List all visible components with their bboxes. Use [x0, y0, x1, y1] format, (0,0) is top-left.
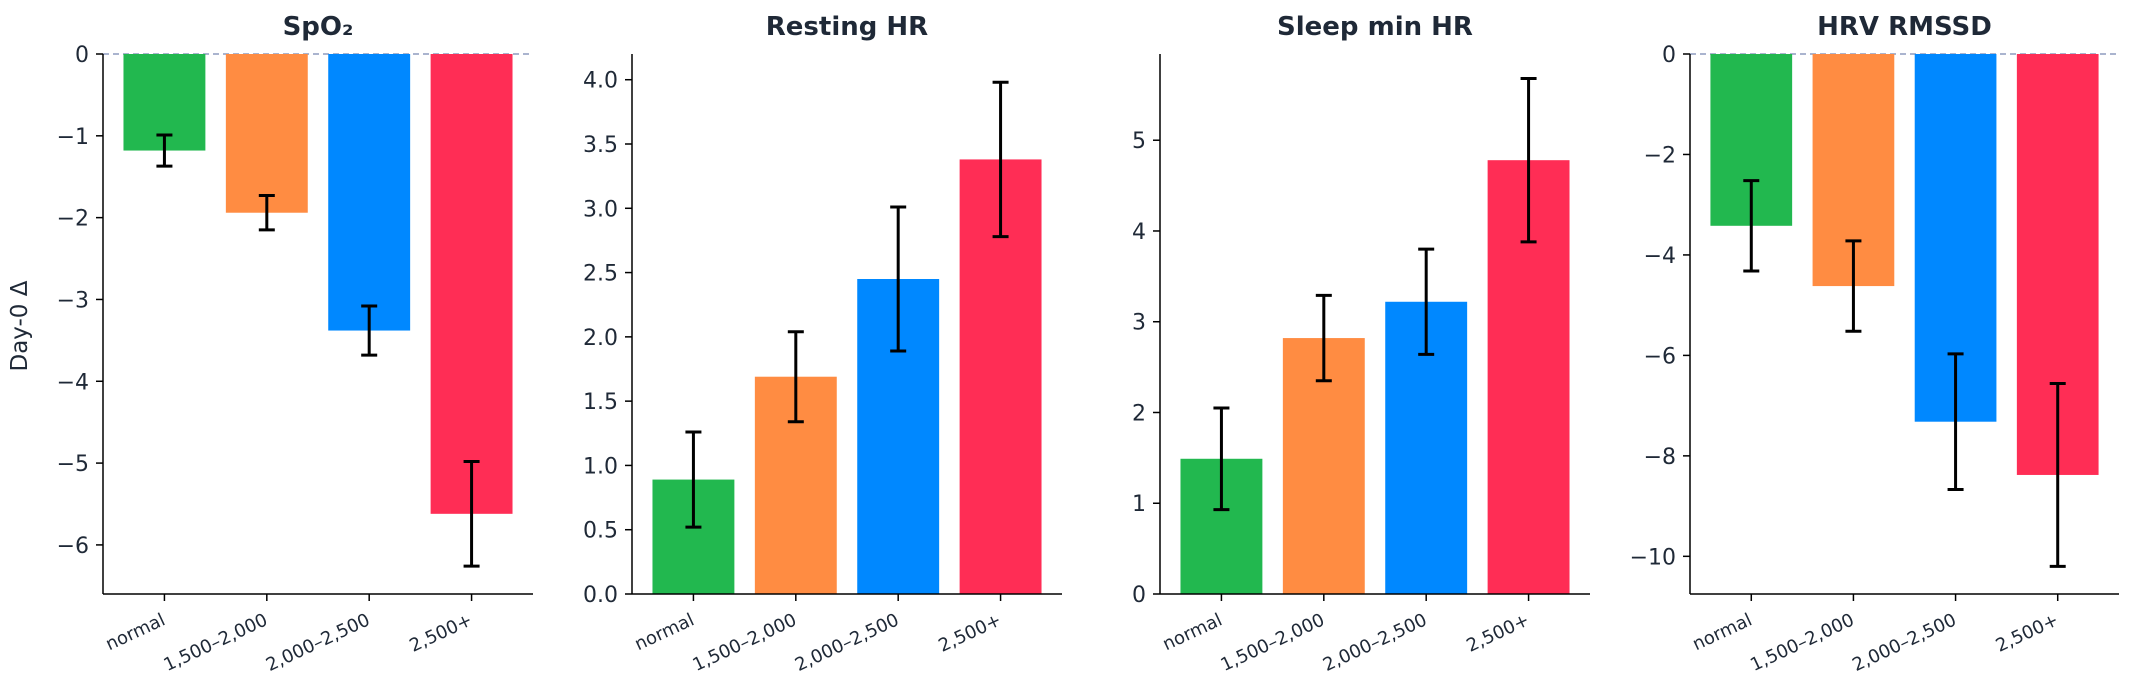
y-tick-label-5: −4: [57, 370, 89, 395]
y-tick-label-5: 4: [1132, 220, 1146, 245]
y-tick-label-7: 3.0: [583, 197, 618, 222]
bar-4: [430, 54, 513, 514]
y-tick-label-5: 2.0: [583, 326, 618, 351]
y-axis-label: Day-0 Δ: [7, 280, 33, 371]
x-tick-label-4: 2,500+: [1463, 609, 1532, 656]
x-tick-label-3: 2,000–2,500: [263, 609, 373, 675]
x-tick-label-4: 2,500+: [1993, 609, 2062, 656]
chart-title: Resting HR: [766, 12, 928, 42]
y-tick-label-2: 0.5: [583, 519, 618, 544]
x-tick-label-4: 2,500+: [406, 609, 475, 656]
y-tick-label-3: −2: [57, 207, 89, 232]
y-tick-label-7: −6: [57, 534, 89, 559]
y-tick-label-2: −1: [57, 125, 89, 150]
y-tick-label-6: −10: [1630, 545, 1676, 570]
bar-3: [328, 54, 411, 331]
y-tick-label-6: −5: [57, 452, 89, 477]
x-tick-label-1: normal: [631, 609, 697, 655]
y-tick-label-6: 2.5: [583, 262, 618, 287]
y-tick-label-3: 1.0: [583, 454, 618, 479]
x-tick-label-2: 1,500–2,000: [160, 609, 270, 675]
y-tick-label-4: 3: [1132, 311, 1146, 336]
y-tick-label-3: −4: [1644, 244, 1676, 269]
x-tick-label-4: 2,500+: [935, 609, 1004, 656]
y-tick-label-4: 1.5: [583, 390, 618, 415]
y-tick-label-9: 4.0: [583, 69, 618, 94]
x-tick-label-2: 1,500–2,000: [1217, 609, 1327, 675]
y-tick-label-1: 0: [1132, 583, 1146, 608]
y-tick-label-1: 0: [1662, 43, 1676, 68]
x-tick-label-2: 1,500–2,000: [689, 609, 799, 675]
bar-2: [225, 54, 308, 213]
x-tick-label-3: 2,000–2,500: [792, 609, 902, 675]
y-tick-label-6: 5: [1132, 129, 1146, 154]
y-tick-label-5: −8: [1644, 445, 1676, 470]
y-tick-label-2: −2: [1644, 143, 1676, 168]
y-tick-label-2: 1: [1132, 492, 1146, 517]
y-tick-label-4: −6: [1644, 344, 1676, 369]
chart-title: HRV RMSSD: [1817, 12, 1992, 42]
x-tick-label-2: 1,500–2,000: [1747, 609, 1857, 675]
x-tick-label-3: 2,000–2,500: [1849, 609, 1959, 675]
x-tick-label-1: normal: [102, 609, 168, 655]
chart-title: Sleep min HR: [1277, 12, 1473, 42]
x-tick-label-1: normal: [1159, 609, 1225, 655]
x-tick-label-1: normal: [1689, 609, 1755, 655]
chart-panel-3: Sleep min HR normal1,500–2,0002,000–2,500…: [1132, 12, 1590, 676]
chart-title: SpO₂: [283, 12, 354, 42]
y-tick-label-8: 3.5: [583, 133, 618, 158]
y-tick-label-3: 2: [1132, 401, 1146, 426]
y-tick-label-1: 0: [75, 43, 89, 68]
y-tick-label-4: −3: [57, 288, 89, 313]
x-tick-label-3: 2,000–2,500: [1320, 609, 1430, 675]
y-tick-label-1: 0.0: [583, 583, 618, 608]
